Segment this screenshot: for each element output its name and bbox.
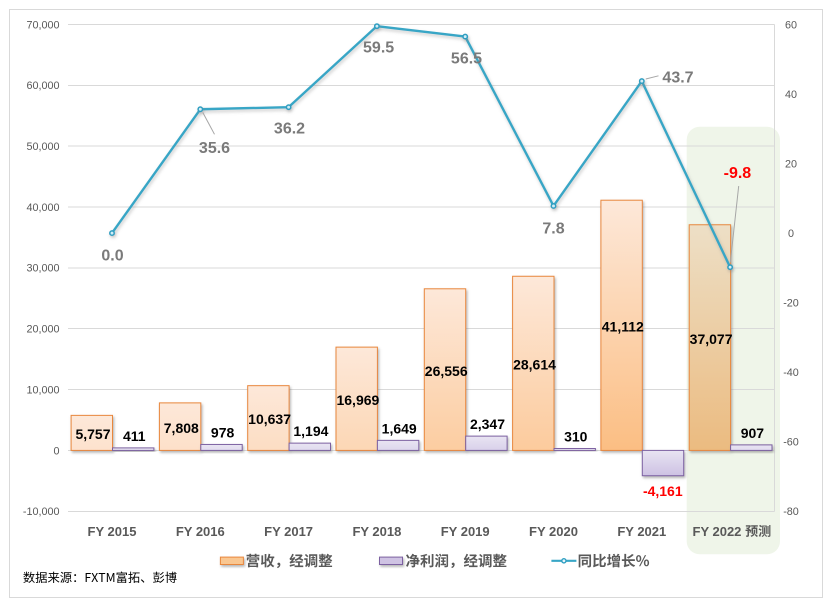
svg-text:1,194: 1,194 (293, 423, 328, 439)
svg-text:-10,000: -10,000 (23, 506, 60, 518)
svg-text:-60: -60 (783, 437, 799, 449)
svg-text:-40: -40 (783, 367, 799, 379)
svg-text:43.7: 43.7 (662, 69, 693, 86)
svg-text:36.2: 36.2 (274, 120, 305, 137)
svg-text:0: 0 (788, 228, 794, 240)
svg-text:-20: -20 (783, 298, 799, 310)
svg-text:70,000: 70,000 (26, 19, 59, 31)
svg-text:10,637: 10,637 (248, 411, 291, 427)
svg-text:FY 2016: FY 2016 (176, 524, 225, 539)
svg-text:7,808: 7,808 (164, 420, 199, 436)
svg-text:-9.8: -9.8 (724, 165, 752, 182)
svg-text:978: 978 (211, 424, 235, 440)
svg-text:30,000: 30,000 (26, 263, 59, 275)
svg-text:35.6: 35.6 (199, 140, 230, 157)
svg-text:-4,161: -4,161 (643, 483, 683, 499)
svg-text:907: 907 (741, 425, 765, 441)
svg-text:0: 0 (53, 445, 59, 457)
svg-text:FY 2015: FY 2015 (88, 524, 137, 539)
svg-text:2,347: 2,347 (470, 416, 505, 432)
svg-text:26,556: 26,556 (425, 363, 468, 379)
svg-text:1,649: 1,649 (382, 420, 417, 436)
svg-text:7.8: 7.8 (542, 220, 564, 237)
svg-text:16,969: 16,969 (336, 392, 379, 408)
svg-text:28,614: 28,614 (513, 357, 556, 373)
svg-text:37,077: 37,077 (690, 331, 733, 347)
svg-text:20,000: 20,000 (26, 324, 59, 336)
svg-text:41,112: 41,112 (602, 319, 644, 335)
svg-text:FY 2017: FY 2017 (264, 524, 313, 539)
svg-text:-80: -80 (783, 506, 799, 518)
svg-text:60,000: 60,000 (26, 80, 59, 92)
svg-text:50,000: 50,000 (26, 141, 59, 153)
svg-text:59.5: 59.5 (363, 40, 394, 57)
svg-text:FY 2020: FY 2020 (529, 524, 578, 539)
svg-text:0.0: 0.0 (101, 247, 123, 264)
svg-text:60: 60 (785, 19, 797, 31)
svg-text:FY 2018: FY 2018 (352, 524, 401, 539)
svg-text:FY 2019: FY 2019 (441, 524, 490, 539)
svg-text:411: 411 (123, 428, 146, 444)
svg-text:10,000: 10,000 (26, 384, 59, 396)
svg-text:56.5: 56.5 (451, 50, 482, 67)
svg-text:FY 2021: FY 2021 (617, 524, 666, 539)
svg-text:40: 40 (785, 89, 797, 101)
svg-text:5,757: 5,757 (75, 426, 110, 442)
svg-text:FY 2022: FY 2022 (693, 524, 742, 539)
svg-text:20: 20 (785, 158, 797, 170)
svg-text:40,000: 40,000 (26, 202, 59, 214)
svg-text:310: 310 (564, 429, 588, 445)
